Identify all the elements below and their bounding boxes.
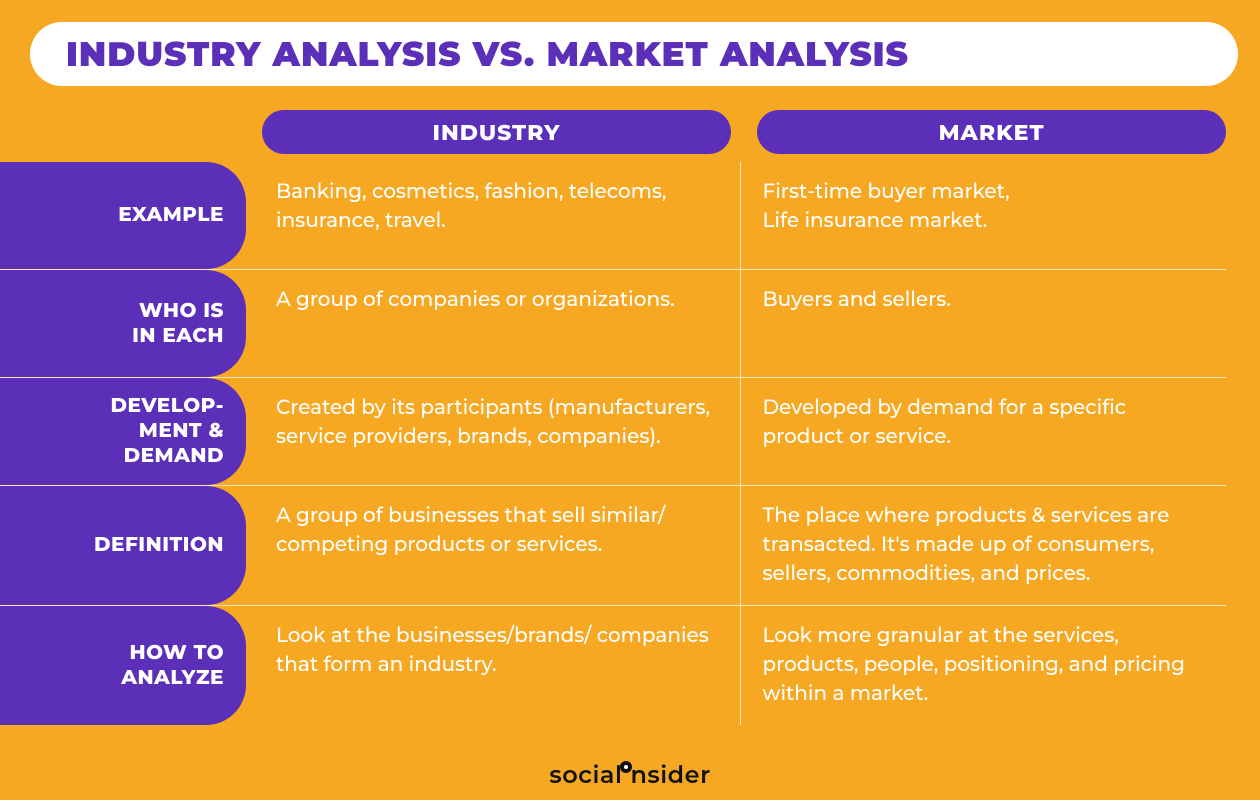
cell-industry: A group of companies or organizations.: [262, 270, 740, 377]
brand-text-left: social: [549, 761, 622, 790]
table-row: DEFINITION A group of businesses that se…: [0, 486, 1226, 606]
cell-market: First-time buyer market, Life insurance …: [740, 162, 1227, 269]
cell-market: Developed by demand for a specific produ…: [740, 378, 1227, 485]
cell-industry: Look at the businesses/brands/ companies…: [262, 606, 740, 725]
table-row: WHO IS IN EACH A group of companies or o…: [0, 270, 1226, 378]
brand-text-right: nsider: [630, 761, 710, 790]
row-label-example: EXAMPLE: [0, 162, 246, 269]
row-label-analyze: HOW TO ANALYZE: [0, 606, 246, 725]
row-label-definition: DEFINITION: [0, 486, 246, 605]
page-title: INDUSTRY ANALYSIS VS. MARKET ANALYSIS: [66, 33, 909, 75]
row-label-who: WHO IS IN EACH: [0, 270, 246, 377]
table-row: HOW TO ANALYZE Look at the businesses/br…: [0, 606, 1226, 725]
table-row: DEVELOP- MENT & DEMAND Created by its pa…: [0, 378, 1226, 486]
col-header-market: MARKET: [757, 110, 1226, 154]
infographic-canvas: INDUSTRY ANALYSIS VS. MARKET ANALYSIS IN…: [0, 0, 1260, 800]
column-headers: INDUSTRY MARKET: [262, 110, 1226, 154]
comparison-rows: EXAMPLE Banking, cosmetics, fashion, tel…: [0, 162, 1226, 744]
row-cells: Banking, cosmetics, fashion, telecoms, i…: [262, 162, 1226, 269]
row-cells: A group of businesses that sell similar/…: [262, 486, 1226, 605]
row-cells: Created by its participants (manufacture…: [262, 378, 1226, 485]
brand-footer: social nsider: [0, 761, 1260, 790]
cell-industry: Created by its participants (manufacture…: [262, 378, 740, 485]
cell-market: Buyers and sellers.: [740, 270, 1227, 377]
col-header-industry: INDUSTRY: [262, 110, 731, 154]
row-label-development: DEVELOP- MENT & DEMAND: [0, 378, 246, 485]
row-cells: A group of companies or organizations. B…: [262, 270, 1226, 377]
cell-industry: Banking, cosmetics, fashion, telecoms, i…: [262, 162, 740, 269]
row-cells: Look at the businesses/brands/ companies…: [262, 606, 1226, 725]
cell-market: The place where products & services are …: [740, 486, 1227, 605]
cell-industry: A group of businesses that sell similar/…: [262, 486, 740, 605]
cell-market: Look more granular at the services, prod…: [740, 606, 1227, 725]
table-row: EXAMPLE Banking, cosmetics, fashion, tel…: [0, 162, 1226, 270]
title-bar: INDUSTRY ANALYSIS VS. MARKET ANALYSIS: [30, 22, 1238, 86]
